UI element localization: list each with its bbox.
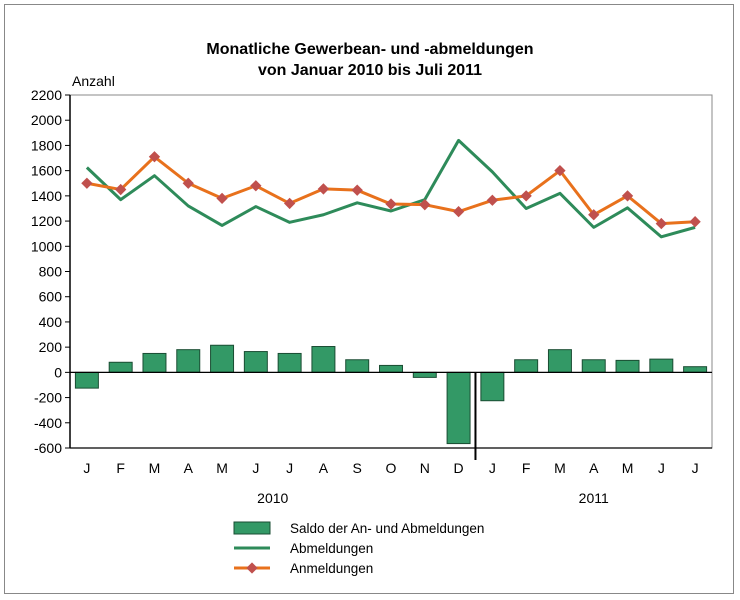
x-tick-label: J	[286, 460, 293, 476]
y-tick-label: 1800	[31, 137, 62, 153]
x-tick-label: J	[692, 460, 699, 476]
y-tick-label: 1000	[31, 238, 62, 254]
x-tick-label: F	[522, 460, 531, 476]
x-tick-label: S	[353, 460, 362, 476]
x-tick-label: M	[554, 460, 566, 476]
x-tick-label: O	[386, 460, 397, 476]
y-tick-label: 600	[39, 289, 63, 305]
marker-anmeldungen	[621, 190, 634, 202]
legend-label-abmeldungen: Abmeldungen	[290, 541, 373, 556]
x-tick-label: J	[252, 460, 259, 476]
y-axis-label: Anzahl	[72, 73, 115, 89]
bar-saldo	[446, 371, 471, 445]
legend-label-saldo: Saldo der An- und Abmeldungen	[290, 521, 484, 536]
year-label: 2011	[579, 490, 609, 506]
x-tick-label: D	[454, 460, 464, 476]
marker-anmeldungen	[385, 198, 397, 210]
x-tick-label: A	[319, 460, 329, 476]
x-tick-label: M	[149, 460, 161, 476]
y-tick-label: -200	[34, 390, 62, 406]
x-tick-label: M	[622, 460, 634, 476]
marker-anmeldungen	[520, 190, 532, 202]
line-abmeldungen	[85, 138, 696, 239]
y-tick-label: 1400	[31, 188, 62, 204]
legend-marker-anmeldungen	[246, 562, 258, 574]
bar-saldo	[277, 352, 302, 373]
legend: Saldo der An- und Abmeldungen Abmeldunge…	[233, 521, 484, 576]
y-tick-label: 1600	[31, 163, 62, 179]
chart-frame	[4, 4, 734, 594]
bar-saldo	[74, 371, 99, 389]
y-tick-label: -600	[34, 440, 62, 456]
marker-anmeldungen	[216, 192, 228, 205]
marker-anmeldungen	[317, 183, 330, 195]
line-anmeldungen	[86, 155, 696, 226]
x-tick-label: M	[216, 460, 228, 476]
bar-saldo	[176, 349, 201, 373]
bar-saldo	[649, 358, 674, 373]
bar-saldo	[480, 371, 505, 402]
x-tick-label: F	[116, 460, 125, 476]
x-tick-label: J	[83, 460, 90, 476]
bar-saldo	[243, 351, 268, 373]
bar-saldo	[210, 344, 235, 373]
y-tick-label: 0	[54, 364, 62, 380]
y-tick-label: 2000	[31, 112, 62, 128]
y-tick-label: 800	[39, 264, 63, 280]
x-tick-label: J	[489, 460, 496, 476]
plot-area	[69, 94, 713, 449]
legend-label-anmeldungen: Anmeldungen	[290, 561, 373, 576]
bar-saldo	[547, 349, 572, 373]
y-tick-label: 1200	[31, 213, 62, 229]
y-tick-label: 400	[39, 314, 63, 330]
bar-saldo	[615, 359, 640, 373]
bar-saldo	[108, 361, 133, 373]
marker-anmeldungen	[81, 177, 93, 189]
marker-anmeldungen	[486, 194, 499, 206]
bar-saldo	[311, 346, 336, 373]
y-tick-label: 2200	[31, 87, 62, 103]
y-tick-label: 200	[39, 339, 63, 355]
marker-anmeldungen	[655, 217, 667, 230]
marker-anmeldungen	[689, 216, 701, 228]
marker-anmeldungen	[452, 205, 465, 218]
bar-saldo	[142, 352, 167, 373]
marker-anmeldungen	[250, 180, 262, 192]
legend-swatch-saldo	[233, 521, 271, 535]
bar-saldo	[514, 359, 539, 373]
marker-anmeldungen	[283, 197, 296, 210]
marker-anmeldungen	[182, 177, 194, 189]
chart-subtitle: von Januar 2010 bis Juli 2011	[258, 62, 482, 79]
marker-anmeldungen	[554, 164, 566, 177]
marker-anmeldungen	[351, 184, 363, 196]
x-tick-label: A	[184, 460, 194, 476]
bar-saldo	[683, 366, 708, 373]
bar-saldo	[379, 364, 403, 373]
bar-saldo	[345, 359, 370, 373]
bar-saldo	[412, 371, 437, 378]
marker-anmeldungen	[148, 151, 161, 163]
marker-anmeldungen	[419, 199, 431, 211]
year-label: 2010	[257, 490, 288, 506]
x-tick-label: J	[658, 460, 665, 476]
y-tick-label: -400	[34, 415, 62, 431]
marker-anmeldungen	[588, 209, 600, 221]
x-tick-label: A	[589, 460, 599, 476]
x-tick-label: N	[420, 460, 430, 476]
bar-saldo	[581, 359, 606, 373]
chart-title: Monatliche Gewerbean- und -abmeldungen	[206, 41, 533, 58]
